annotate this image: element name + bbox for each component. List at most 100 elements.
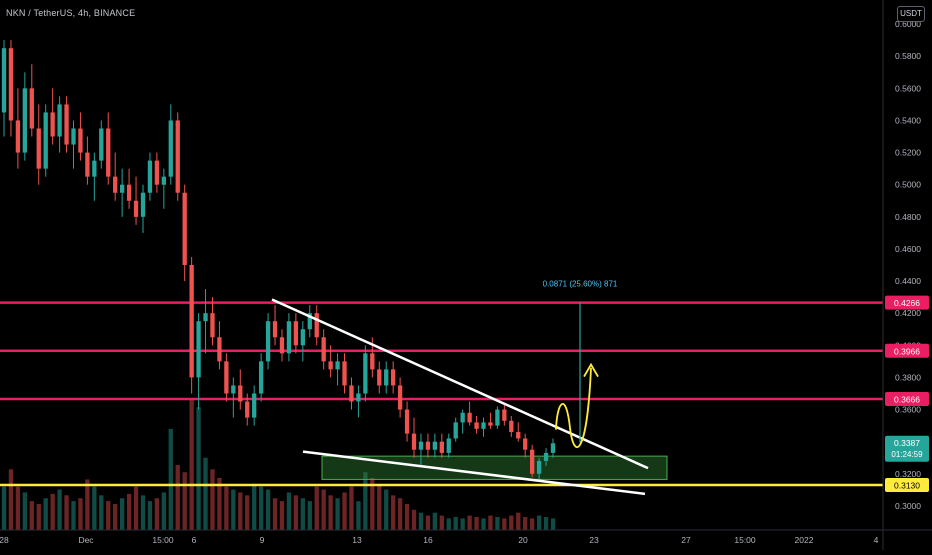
descending-trendline — [271, 298, 649, 470]
price-tick-label: 0.5200 — [895, 148, 921, 158]
candle-body — [349, 385, 354, 402]
volume-bar — [488, 515, 493, 530]
volume-bar — [1, 486, 7, 530]
candle-body — [15, 120, 21, 153]
volume-bar — [300, 498, 305, 530]
price-tick-label: 0.5600 — [895, 83, 921, 93]
candle-body — [523, 438, 528, 450]
volume-bar — [231, 489, 236, 530]
volume-layer — [1, 400, 556, 530]
volume-bar — [286, 492, 292, 530]
volume-bar — [543, 517, 549, 530]
candle-body — [474, 422, 479, 429]
symbol-title: NKN / TetherUS, 4h, BINANCE — [6, 8, 136, 18]
price-level-badge — [885, 295, 929, 310]
price-tick-label: 0.3200 — [895, 469, 921, 479]
price-tick-label: 0.4400 — [895, 276, 921, 286]
countdown-label: 01:24:59 — [891, 450, 923, 459]
volume-bar — [370, 478, 375, 530]
volume-bar — [265, 489, 271, 530]
candle-body — [293, 321, 299, 346]
current-price-badge — [885, 435, 929, 462]
candle-body — [85, 152, 90, 177]
volume-bar — [411, 509, 417, 530]
candle-body — [370, 353, 375, 370]
price-tick-label: 0.3000 — [895, 501, 921, 511]
candle-body — [279, 337, 285, 354]
candle-body — [238, 385, 243, 402]
candle-body — [529, 449, 535, 474]
candle-body — [22, 88, 28, 153]
volume-bar — [502, 518, 507, 530]
candle-body — [147, 160, 153, 193]
volume-bar — [8, 469, 14, 530]
time-axis[interactable]: 28 Dec 15:00 6 9 13 16 20 23 27 15:00 2022 4 — [0, 529, 932, 545]
candle-body — [446, 438, 451, 453]
volume-bar — [113, 504, 118, 530]
volume-bar — [43, 498, 48, 530]
candle-body — [189, 265, 194, 378]
candle-body — [509, 420, 514, 433]
time-tick-label: 9 — [260, 535, 265, 545]
volume-bar — [536, 515, 542, 530]
price-tick-label: 0.5400 — [895, 115, 921, 125]
candle-body — [286, 321, 292, 354]
candle-body — [265, 321, 271, 362]
volume-bar — [307, 501, 312, 530]
candle-body — [231, 385, 236, 394]
volume-bar — [168, 428, 173, 530]
candle-body — [328, 361, 333, 370]
candle-body — [168, 120, 173, 177]
candle-body — [64, 104, 69, 145]
volume-bar — [272, 498, 278, 530]
volume-bar — [106, 501, 111, 530]
candle-body — [543, 452, 549, 461]
price-axis[interactable]: 0.62000.60000.58000.56000.54000.52000.50… — [882, 0, 929, 550]
candle-body — [335, 361, 340, 370]
time-tick-label: 23 — [589, 535, 599, 545]
candle-body — [300, 329, 305, 346]
candle-body — [224, 361, 229, 394]
volume-bar — [29, 501, 34, 530]
candle-body — [460, 412, 465, 423]
price-tick-label: 0.3600 — [895, 405, 921, 415]
candle-body — [217, 337, 222, 362]
volume-bar — [384, 489, 389, 530]
candle-body — [425, 441, 431, 450]
candle-body — [418, 441, 424, 450]
volume-bar — [258, 486, 264, 530]
candle-body — [516, 432, 521, 439]
volume-bar — [196, 407, 201, 530]
volume-bar — [203, 457, 208, 530]
price-level-label: 0.4266 — [894, 298, 920, 308]
price-tick-label: 0.6000 — [895, 19, 921, 29]
volume-bar — [356, 501, 361, 530]
candle-body — [536, 460, 542, 474]
candle-body — [154, 160, 160, 185]
candle-body — [488, 422, 493, 426]
volume-bar — [474, 517, 479, 530]
volume-bar — [453, 517, 458, 530]
volume-bar — [15, 486, 21, 530]
candle-body — [258, 361, 264, 394]
price-level-label: 0.3966 — [894, 346, 920, 356]
volume-bar — [321, 489, 326, 530]
currency-badge[interactable]: USDT — [897, 6, 925, 22]
volume-bar — [119, 498, 125, 530]
volume-bar — [446, 518, 451, 530]
candle-body — [391, 369, 396, 386]
volume-bar — [224, 486, 229, 530]
price-tick-label: 0.4200 — [895, 308, 921, 318]
volume-bar — [481, 518, 486, 530]
candle-body — [272, 321, 278, 338]
price-tick-label: 0.4800 — [895, 212, 921, 222]
time-tick-label: 28 — [0, 535, 9, 545]
price-tick-label: 0.4600 — [895, 244, 921, 254]
volume-bar — [99, 495, 104, 530]
time-tick-label: 4 — [874, 535, 879, 545]
volume-bar — [189, 400, 194, 530]
volume-bar — [391, 495, 396, 530]
price-level-badge — [885, 343, 929, 358]
